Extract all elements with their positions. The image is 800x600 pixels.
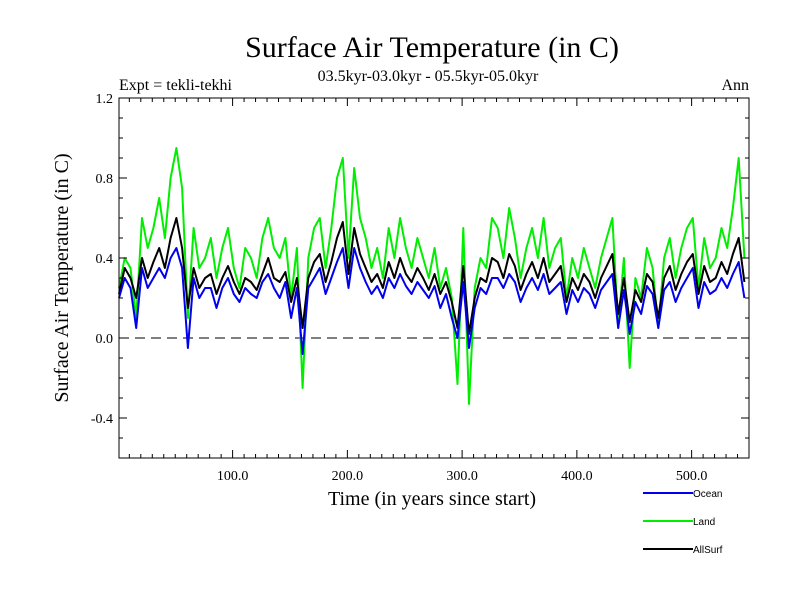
chart-title: Surface Air Temperature (in C)	[245, 31, 619, 64]
x-tick-label: 400.0	[561, 469, 593, 484]
y-axis-label: Surface Air Temperature (in C)	[51, 153, 73, 402]
x-axis-label: Time (in years since start)	[328, 488, 536, 510]
legend-label-ocean: Ocean	[693, 489, 722, 500]
x-tick-label: 100.0	[217, 469, 249, 484]
series-line-ocean	[118, 247, 746, 355]
chart-subtitle: 03.5kyr-03.0kyr - 05.5kyr-05.0kyr	[318, 68, 539, 85]
y-tick-label: 0.4	[96, 252, 114, 267]
y-tick-label: 0.0	[96, 332, 114, 347]
season-label: Ann	[721, 77, 749, 94]
x-tick-label: 500.0	[676, 469, 708, 484]
y-tick-label: 0.8	[96, 172, 114, 187]
experiment-label: Expt = tekli-tekhi	[119, 77, 233, 94]
series-line-land	[118, 147, 746, 405]
legend-label-land: Land	[693, 517, 715, 528]
series-line-allsurf	[118, 217, 746, 335]
legend: Ocean Land AllSurf	[643, 489, 723, 556]
y-tick-label: 1.2	[96, 92, 114, 107]
y-tick-label: -0.4	[91, 412, 113, 427]
x-tick-label: 300.0	[446, 469, 478, 484]
legend-label-allsurf: AllSurf	[693, 545, 723, 556]
plot-area: 100.0 200.0 300.0 400.0 500.0 -0.4 0.0 0.4 0.8 1.…	[91, 92, 750, 484]
x-tick-label: 200.0	[332, 469, 364, 484]
